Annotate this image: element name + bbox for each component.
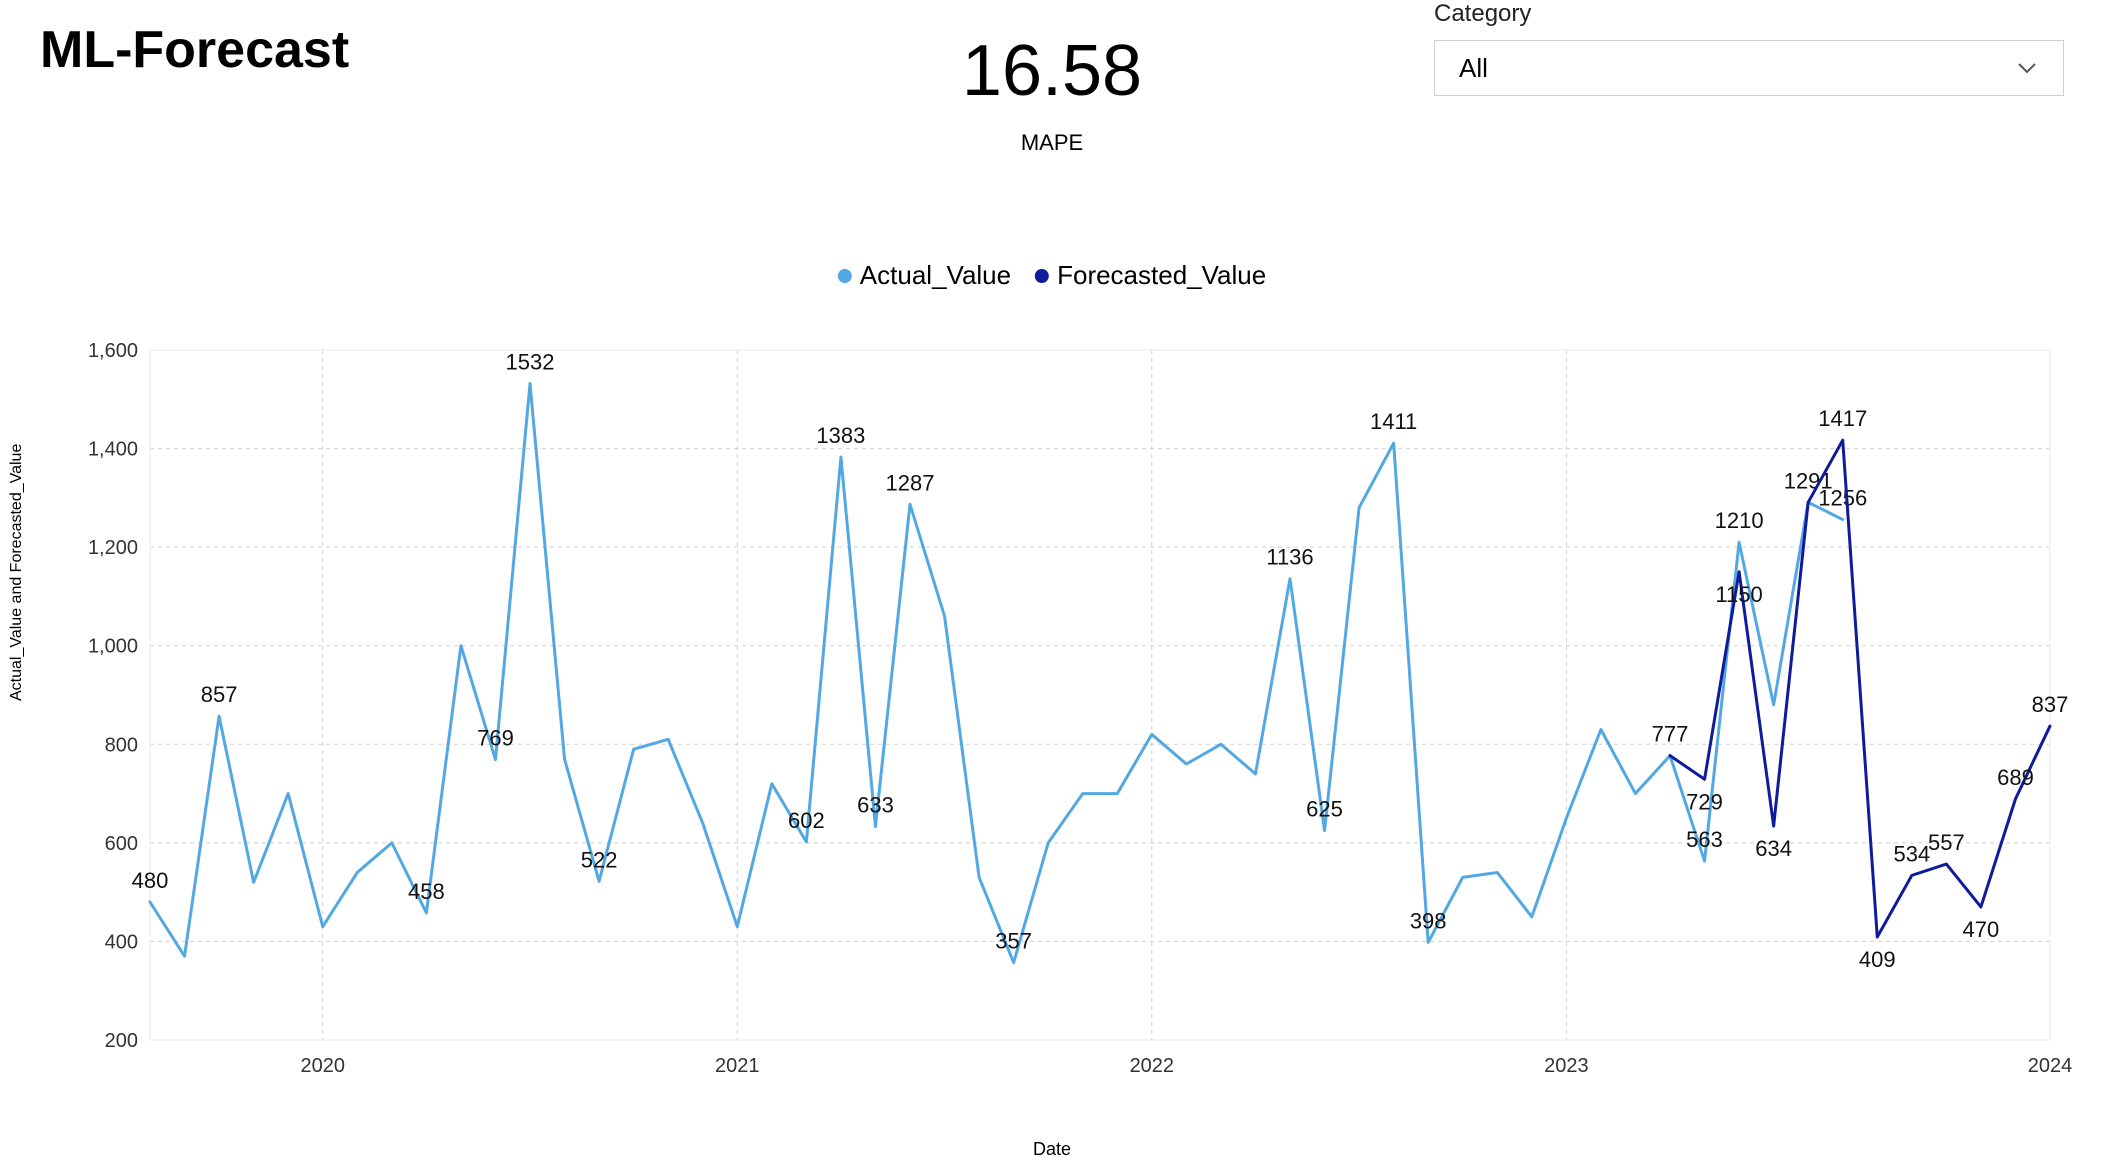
svg-text:1,600: 1,600 xyxy=(88,340,138,362)
svg-text:625: 625 xyxy=(1306,797,1343,822)
svg-text:769: 769 xyxy=(477,726,514,751)
svg-text:1150: 1150 xyxy=(1715,582,1762,607)
svg-text:1287: 1287 xyxy=(886,470,935,495)
dashboard-header: ML-Forecast 16.58 MAPE Category All xyxy=(0,0,2104,160)
svg-text:1532: 1532 xyxy=(506,350,555,375)
svg-text:837: 837 xyxy=(2032,692,2069,717)
svg-text:409: 409 xyxy=(1859,947,1896,972)
filter-label: Category xyxy=(1434,0,2064,28)
svg-text:633: 633 xyxy=(857,793,894,818)
svg-text:1411: 1411 xyxy=(1370,409,1417,434)
svg-text:534: 534 xyxy=(1893,841,1930,866)
svg-text:1,200: 1,200 xyxy=(88,537,138,559)
category-select-value: All xyxy=(1459,53,1488,84)
svg-text:857: 857 xyxy=(201,682,238,707)
kpi-value: 16.58 xyxy=(962,30,1142,112)
svg-text:557: 557 xyxy=(1928,830,1965,855)
legend-dot-actual xyxy=(838,269,852,283)
kpi-label: MAPE xyxy=(1021,130,1083,156)
legend-label-actual: Actual_Value xyxy=(860,260,1011,291)
chart-legend: Actual_Value Forecasted_Value xyxy=(838,260,1266,291)
svg-text:1256: 1256 xyxy=(1818,486,1867,511)
legend-label-forecast: Forecasted_Value xyxy=(1057,260,1266,291)
svg-text:563: 563 xyxy=(1686,827,1723,852)
svg-text:1,000: 1,000 xyxy=(88,636,138,658)
svg-text:1417: 1417 xyxy=(1818,406,1867,431)
svg-text:522: 522 xyxy=(581,847,618,872)
svg-text:2020: 2020 xyxy=(300,1055,345,1077)
chart-svg: 200 400 600 800 1,000 1,200 1,400 1,600 2020 2021… xyxy=(30,300,2090,1120)
svg-text:357: 357 xyxy=(995,929,1032,954)
svg-text:1210: 1210 xyxy=(1715,508,1764,533)
svg-text:480: 480 xyxy=(132,868,169,893)
chevron-down-icon xyxy=(2015,56,2039,80)
y-axis-title: Actual_Value and Forecasted_Value xyxy=(8,444,26,701)
svg-text:200: 200 xyxy=(105,1030,138,1052)
svg-text:602: 602 xyxy=(788,808,825,833)
svg-text:1136: 1136 xyxy=(1266,545,1313,570)
x-axis-title: Date xyxy=(1033,1139,1071,1160)
category-select[interactable]: All xyxy=(1434,40,2064,96)
svg-text:398: 398 xyxy=(1410,908,1447,933)
legend-item-forecast: Forecasted_Value xyxy=(1035,260,1266,291)
svg-text:800: 800 xyxy=(105,734,138,756)
svg-text:689: 689 xyxy=(1997,765,2034,790)
svg-text:729: 729 xyxy=(1686,789,1723,814)
svg-text:1,400: 1,400 xyxy=(88,439,138,461)
svg-text:600: 600 xyxy=(105,833,138,855)
svg-text:2022: 2022 xyxy=(1130,1055,1175,1077)
svg-text:458: 458 xyxy=(408,879,445,904)
svg-text:400: 400 xyxy=(105,931,138,953)
svg-text:470: 470 xyxy=(1963,917,2000,942)
svg-text:634: 634 xyxy=(1755,836,1792,861)
svg-text:777: 777 xyxy=(1652,722,1689,747)
legend-item-actual: Actual_Value xyxy=(838,260,1011,291)
forecast-chart: Actual_Value Forecasted_Value Actual_Val… xyxy=(0,260,2104,1160)
page-title: ML-Forecast xyxy=(40,20,349,80)
svg-text:2021: 2021 xyxy=(715,1055,760,1077)
svg-text:2023: 2023 xyxy=(1544,1055,1589,1077)
svg-text:2024: 2024 xyxy=(2028,1055,2073,1077)
svg-text:1383: 1383 xyxy=(816,423,865,448)
legend-dot-forecast xyxy=(1035,269,1049,283)
